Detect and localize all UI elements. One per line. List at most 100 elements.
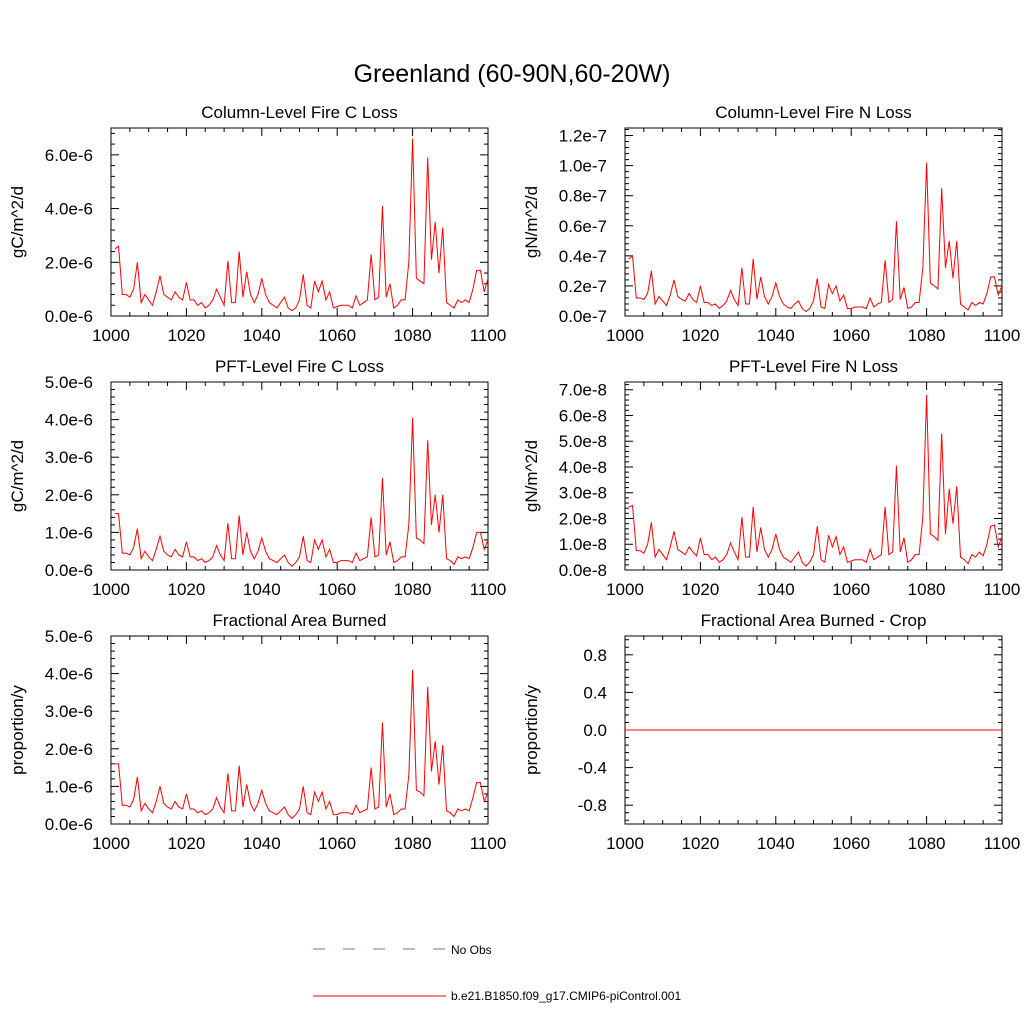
x-tick-label: 1020 <box>167 326 205 345</box>
y-tick-label: 7.0e-8 <box>559 381 607 400</box>
y-axis-label: gC/m^2/d <box>8 186 27 258</box>
y-tick-label: 0.0e-6 <box>45 561 93 580</box>
x-tick-label: 1060 <box>318 326 356 345</box>
x-tick-label: 1060 <box>832 834 870 853</box>
x-tick-label: 1060 <box>832 326 870 345</box>
y-tick-label: 2.0e-6 <box>45 740 93 759</box>
x-tick-label: 1080 <box>394 580 432 599</box>
y-tick-label: -0.8 <box>578 796 607 815</box>
panel-title: PFT-Level Fire N Loss <box>729 357 898 376</box>
y-tick-label: -0.4 <box>578 759 607 778</box>
y-tick-label: 0.8e-7 <box>559 187 607 206</box>
x-tick-label: 1000 <box>92 580 130 599</box>
x-tick-label: 1100 <box>470 326 507 345</box>
panel-title: PFT-Level Fire C Loss <box>215 357 384 376</box>
x-tick-label: 1100 <box>984 834 1021 853</box>
x-tick-label: 1020 <box>681 326 719 345</box>
y-tick-label: 1.0e-7 <box>559 157 607 176</box>
x-tick-label: 1040 <box>243 326 281 345</box>
y-tick-label: 5.0e-6 <box>45 627 93 646</box>
y-tick-label: 1.0e-6 <box>45 523 93 542</box>
panel-1: Column-Level Fire C Loss gC/m^2/d 1000 1020… <box>8 103 506 345</box>
x-tick-label: 1060 <box>318 580 356 599</box>
y-axis-label: proportion/y <box>8 685 27 775</box>
y-axis-label: gC/m^2/d <box>8 440 27 512</box>
y-tick-label: 3.0e-8 <box>559 484 607 503</box>
plot-frame <box>110 127 489 317</box>
series-line <box>628 394 1003 567</box>
y-tick-label: 4.0e-6 <box>45 200 93 219</box>
panel-4: PFT-Level Fire N Loss gN/m^2/d 1000 1020 104… <box>522 357 1020 599</box>
plot-frame <box>110 381 489 571</box>
x-tick-label: 1020 <box>681 580 719 599</box>
x-tick-label: 1100 <box>470 580 507 599</box>
y-tick-label: 3.0e-6 <box>45 702 93 721</box>
x-tick-label: 1020 <box>681 834 719 853</box>
panel-title: Column-Level Fire C Loss <box>201 103 398 122</box>
x-tick-label: 1080 <box>908 580 946 599</box>
x-tick-label: 1080 <box>394 834 432 853</box>
y-tick-label: 0.4e-7 <box>559 247 607 266</box>
y-tick-label: 0.8 <box>583 646 607 665</box>
y-tick-label: 2.0e-6 <box>45 253 93 272</box>
y-axis-label: gN/m^2/d <box>522 440 541 512</box>
y-tick-label: 0.2e-7 <box>559 277 607 296</box>
panel-title: Fractional Area Burned - Crop <box>701 611 927 630</box>
y-tick-label: 5.0e-8 <box>559 432 607 451</box>
plot-frame <box>110 635 489 825</box>
y-tick-label: 0.0e-6 <box>45 307 93 326</box>
y-tick-label: 4.0e-6 <box>45 411 93 430</box>
panel-5: Fractional Area Burned proportion/y 1000 10… <box>8 611 506 853</box>
x-tick-label: 1000 <box>606 326 644 345</box>
x-tick-label: 1100 <box>984 580 1021 599</box>
y-tick-label: 5.0e-6 <box>45 373 93 392</box>
x-tick-label: 1100 <box>470 834 507 853</box>
y-tick-label: 0.4 <box>583 683 607 702</box>
x-tick-label: 1020 <box>167 580 205 599</box>
x-tick-label: 1040 <box>243 834 281 853</box>
panel-title: Fractional Area Burned <box>213 611 387 630</box>
x-tick-label: 1100 <box>984 326 1021 345</box>
x-tick-label: 1020 <box>167 834 205 853</box>
series-line <box>114 669 489 820</box>
panel-2: Column-Level Fire N Loss gN/m^2/d 1000 1020… <box>522 103 1020 345</box>
y-tick-label: 4.0e-6 <box>45 665 93 684</box>
series-line <box>114 138 489 312</box>
x-tick-label: 1040 <box>243 580 281 599</box>
x-tick-label: 1000 <box>92 326 130 345</box>
y-tick-label: 1.0e-8 <box>559 535 607 554</box>
y-tick-label: 0.0 <box>583 721 607 740</box>
legend-no-obs-label: No Obs <box>451 943 492 957</box>
legend-model-label: b.e21.B1850.f09_g17.CMIP6-piControl.001 <box>451 989 681 1003</box>
x-tick-label: 1000 <box>606 580 644 599</box>
y-tick-label: 1.2e-7 <box>559 127 607 146</box>
figure-title: Greenland (60-90N,60-20W) <box>354 60 671 88</box>
legend: No Obs b.e21.B1850.f09_g17.CMIP6-piContr… <box>313 943 681 1003</box>
y-tick-label: 0.0e-7 <box>559 307 607 326</box>
panels: Column-Level Fire C Loss gC/m^2/d 1000 1020… <box>8 103 1020 853</box>
y-axis-label: gN/m^2/d <box>522 186 541 258</box>
y-tick-label: 2.0e-8 <box>559 509 607 528</box>
x-tick-label: 1080 <box>908 834 946 853</box>
series-line <box>114 417 489 567</box>
x-tick-label: 1060 <box>318 834 356 853</box>
plot-frame <box>624 127 1003 317</box>
x-tick-label: 1080 <box>908 326 946 345</box>
y-tick-label: 4.0e-8 <box>559 458 607 477</box>
y-tick-label: 2.0e-6 <box>45 486 93 505</box>
panel-3: PFT-Level Fire C Loss gC/m^2/d 1000 1020 104… <box>8 357 506 599</box>
y-tick-label: 6.0e-8 <box>559 406 607 425</box>
panel-title: Column-Level Fire N Loss <box>715 103 912 122</box>
x-tick-label: 1080 <box>394 326 432 345</box>
panel-6: Fractional Area Burned - Crop proportion/… <box>522 611 1020 853</box>
x-tick-label: 1060 <box>832 580 870 599</box>
y-tick-label: 3.0e-6 <box>45 448 93 467</box>
x-tick-label: 1040 <box>757 326 795 345</box>
y-tick-label: 6.0e-6 <box>45 146 93 165</box>
y-tick-label: 0.0e-6 <box>45 815 93 834</box>
plot-frame <box>624 381 1003 571</box>
series-line <box>628 162 1003 313</box>
x-tick-label: 1040 <box>757 580 795 599</box>
x-tick-label: 1000 <box>92 834 130 853</box>
